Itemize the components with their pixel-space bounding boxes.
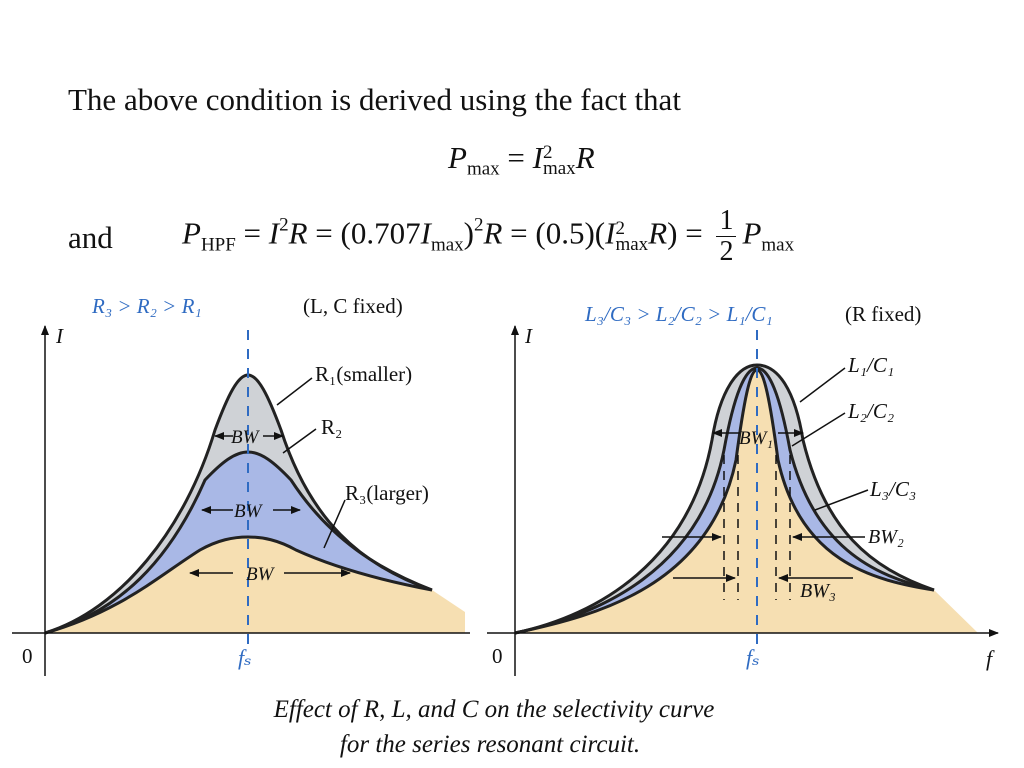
eq2-close-sup: 2 (473, 214, 484, 236)
eq1-p: P (448, 140, 467, 175)
eq2-equals-d: = (685, 215, 703, 251)
right-leader-l2c2 (791, 412, 846, 447)
left-leader-r2 (282, 428, 317, 454)
eq1-i-sup: 2 (542, 141, 553, 163)
eq1-r: R (575, 140, 595, 175)
eq2-open: (0.707 (340, 215, 421, 251)
eq1-equals: = (507, 140, 525, 175)
right-y-label: I (524, 324, 533, 348)
left-bw3-label: BW (246, 564, 276, 585)
right-origin: 0 (492, 644, 503, 668)
eq2-p-sub: HPF (200, 234, 236, 256)
right-curve-l1c1 (514, 363, 935, 635)
eq2-close-c: ) (667, 215, 678, 251)
left-bw1-label: BW (231, 427, 261, 448)
eq2-p-end-sub: max (761, 234, 795, 256)
left-leader-r1 (276, 377, 313, 406)
eq2-i-c-sub: max (615, 233, 649, 255)
eq2-p: P (182, 215, 201, 251)
left-y-label: I (55, 324, 64, 348)
right-leader-l1c1 (799, 367, 846, 403)
eq1-i-sub: max (542, 157, 576, 179)
left-label-r3: R₃(larger) (345, 481, 429, 505)
right-bw3-label: BW₃ (800, 580, 836, 602)
caption-line2: for the series resonant circuit. (339, 731, 641, 758)
equation-phpf: PHPF = I2R = (0.707Imax)2R = (0.5)(I 2 max… (182, 206, 794, 267)
eq2-equals-a: = (243, 215, 262, 251)
eq1-p-sub: max (466, 158, 500, 180)
left-label-r2: R₂ (321, 415, 342, 439)
left-diagram: R₃ > R₂ > R₁ (L, C fixed) I 0 fₛ R₁(smal… (12, 294, 470, 676)
equation-pmax: Pmax = I 2 max R (448, 140, 595, 181)
right-x-label: f (986, 646, 995, 671)
right-curve-l3c3 (514, 368, 935, 635)
right-condition: L₃/C₃ > L₂/C₂ > L₁/C₁ (584, 302, 773, 326)
eq2-i: I (268, 215, 280, 251)
right-label-l2c2: L₂/C₂ (847, 399, 894, 423)
right-fixed-note: (R fixed) (845, 302, 921, 326)
caption-line1: Effect of R, L, and C on the selectivity… (273, 696, 715, 723)
eq2-equals-b: = (315, 215, 333, 251)
eq2-r-a: R (288, 215, 308, 251)
left-leader-r3 (323, 499, 346, 549)
eq2-r-c: R (648, 215, 668, 251)
right-diagram: L₃/C₃ > L₂/C₂ > L₁/C₁ (R fixed) I f 0 fₛ… (487, 302, 999, 676)
eq2-i-sup: 2 (279, 214, 289, 236)
left-fixed-note: (L, C fixed) (303, 294, 403, 318)
eq2-i-c-sup: 2 (615, 217, 625, 239)
left-condition: R₃ > R₂ > R₁ (91, 294, 202, 318)
eq2-r-b: R (483, 215, 503, 251)
right-leader-l3c3 (814, 489, 869, 511)
right-bw1-label: BW₁ (739, 428, 773, 449)
eq2-half-factor: (0.5)( (535, 215, 606, 251)
eq1-i: I (532, 140, 543, 175)
and-text: and (68, 220, 113, 255)
right-fill-tan (515, 370, 978, 633)
left-bw2-label: BW (234, 501, 264, 522)
right-bw2-label: BW₂ (868, 526, 904, 548)
right-label-l3c3: L₃/C₃ (869, 477, 916, 501)
eq2-i-c: I (605, 215, 616, 251)
eq2-i-b: I (420, 215, 431, 251)
right-fs-label: fₛ (746, 645, 760, 670)
intro-text: The above condition is derived using the… (68, 82, 681, 117)
eq2-close: ) (463, 215, 474, 251)
eq2-i-b-sub: max (430, 234, 464, 256)
left-label-r1: R₁(smaller) (315, 362, 412, 386)
left-fs-label: fₛ (238, 645, 252, 670)
eq2-frac-num: 1 (716, 206, 737, 237)
eq2-p-end: P (742, 215, 762, 251)
left-fill-tan (45, 537, 465, 633)
eq2-frac-den: 2 (719, 236, 734, 267)
left-origin: 0 (22, 644, 33, 668)
right-label-l1c1: L₁/C₁ (847, 353, 894, 377)
eq2-equals-c: = (510, 215, 528, 251)
